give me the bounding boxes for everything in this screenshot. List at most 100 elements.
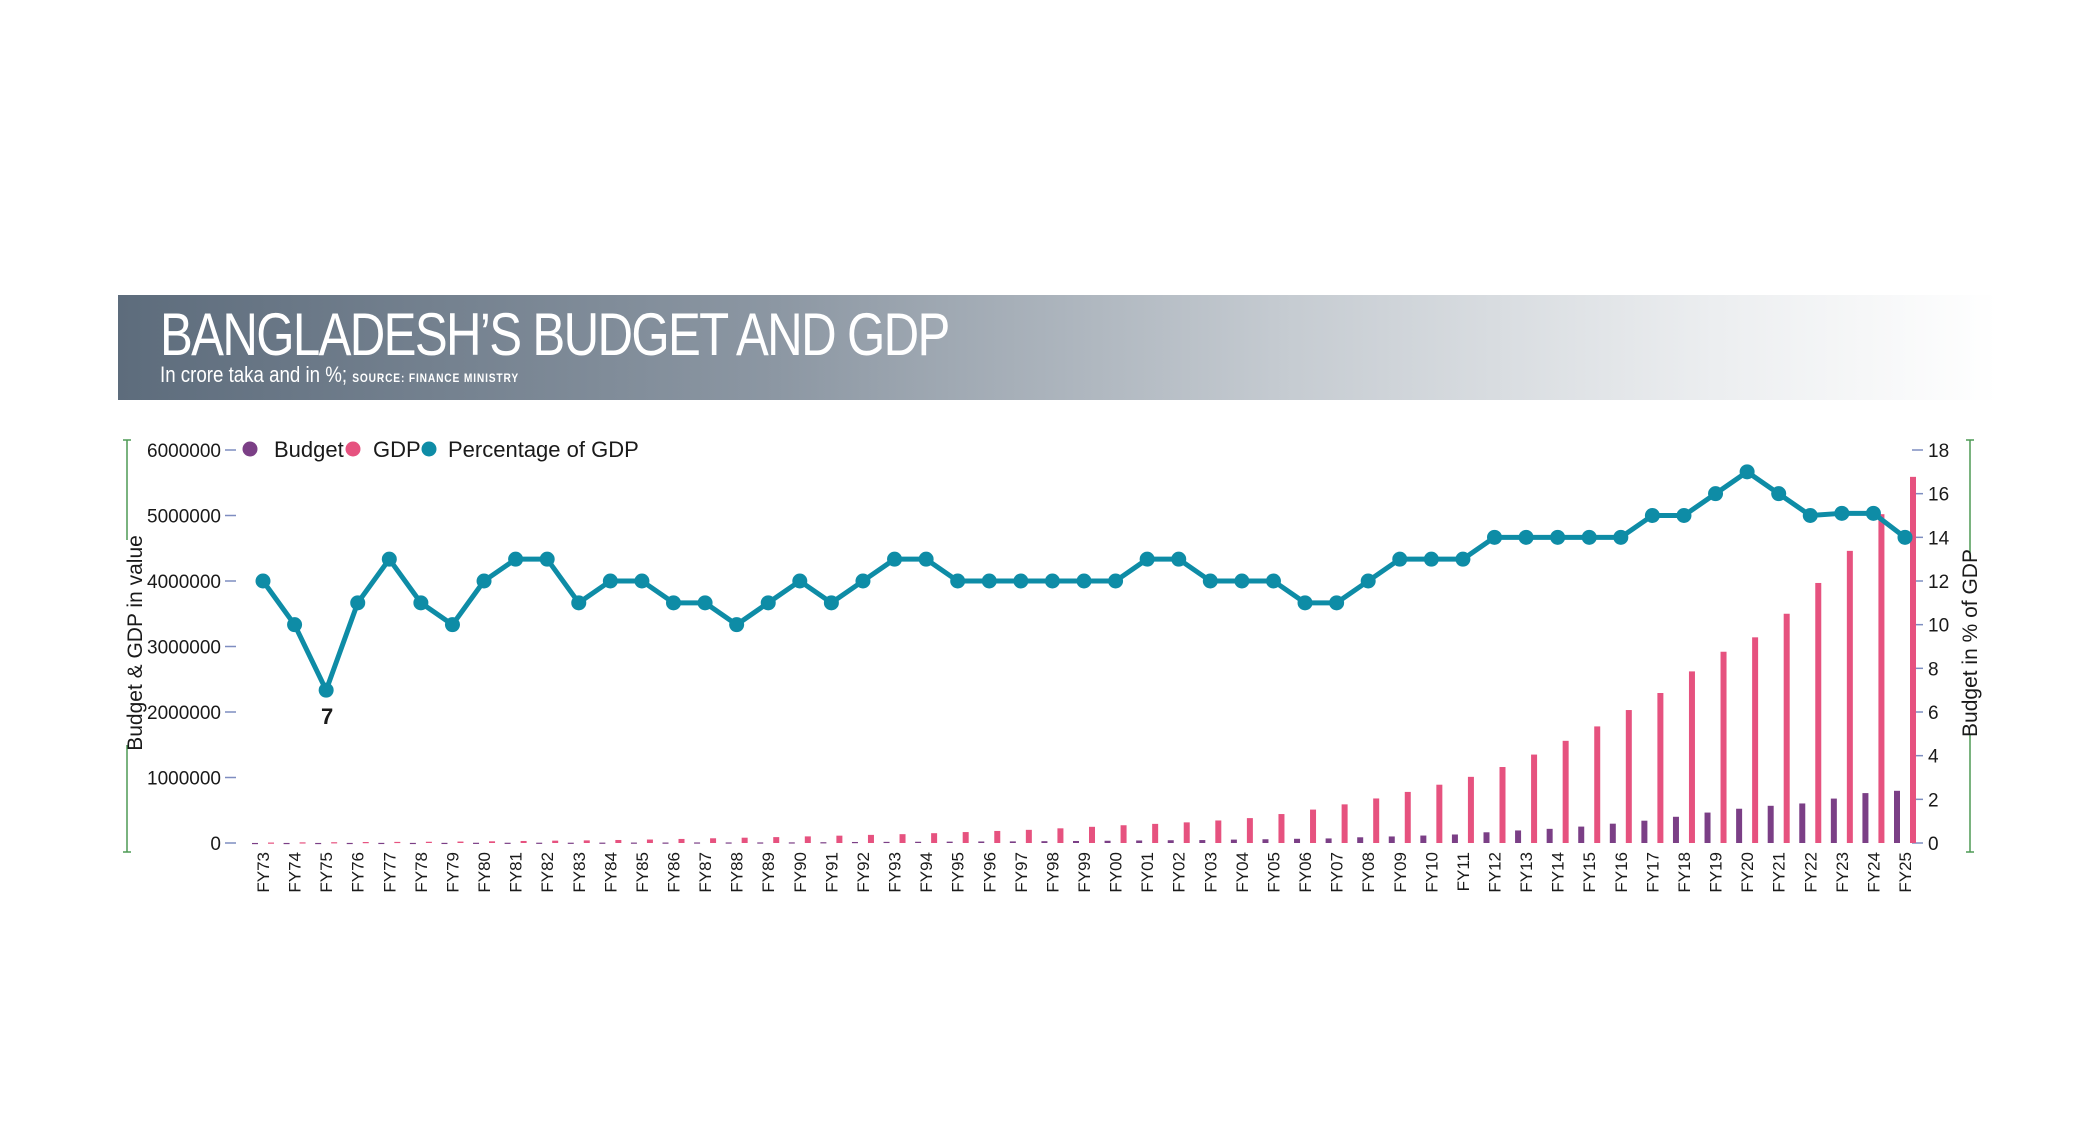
gdp-bar <box>552 840 559 843</box>
gdp-bar <box>299 842 306 844</box>
x-tick-label: FY25 <box>1896 852 1915 893</box>
gdp-bar <box>646 839 653 843</box>
y-axis-title: Budget & GDP in value <box>124 535 147 751</box>
percentage-point <box>1644 508 1660 523</box>
x-tick-label: FY00 <box>1107 852 1126 893</box>
budget-bar <box>1609 823 1616 843</box>
left-axis-label-bg <box>117 540 139 745</box>
chart-title: BANGLADESH’S BUDGET AND GDP <box>160 301 950 368</box>
budget-bar <box>1167 840 1174 843</box>
subtitle-text: In crore taka and in %; <box>160 362 348 387</box>
x-tick-label: FY12 <box>1486 852 1505 893</box>
y2-tick-label: 16 <box>1928 485 1949 506</box>
budget-bar <box>1199 840 1206 843</box>
budget-bar <box>1451 834 1458 843</box>
budget-bar <box>915 841 922 843</box>
x-tick-label: FY77 <box>380 852 399 893</box>
gdp-bar <box>1025 829 1032 843</box>
budget-bar <box>1041 841 1048 843</box>
budget-bar <box>599 842 606 844</box>
bar-series <box>252 476 1916 845</box>
x-tick-label: FY23 <box>1833 852 1852 893</box>
percentage-point <box>255 573 271 589</box>
x-tick-label: FY97 <box>1012 852 1031 893</box>
x-tick-label: FY85 <box>633 852 652 893</box>
gdp-bar <box>457 841 464 843</box>
gdp-bar <box>1815 582 1822 843</box>
gdp-bar <box>520 840 527 843</box>
gdp-bar <box>331 842 338 844</box>
x-tick-label: FY04 <box>1233 852 1252 893</box>
y2-axis-title: Budget in % of GDP <box>1959 549 1982 737</box>
x-tick-label: FY08 <box>1359 852 1378 893</box>
budget-bar <box>1483 832 1490 843</box>
gdp-bar <box>899 834 906 843</box>
percentage-point <box>981 573 997 589</box>
gdp-bar <box>583 840 590 843</box>
gdp-bar <box>1373 798 1380 843</box>
x-tick-label: FY05 <box>1264 852 1283 893</box>
gdp-bar <box>1688 671 1695 843</box>
y-tick-label: 2000000 <box>147 703 221 724</box>
budget-bar <box>630 842 637 844</box>
percentage-point <box>1550 529 1566 545</box>
gdp-bar <box>1878 514 1885 843</box>
x-tick-label: FY19 <box>1707 852 1726 893</box>
gdp-bar <box>394 841 401 844</box>
gdp-bar <box>268 842 274 844</box>
x-tick-label: FY90 <box>791 852 810 893</box>
budget-bar <box>1136 840 1143 843</box>
y-tick-label: 5000000 <box>147 507 221 528</box>
budget-bar <box>1073 840 1079 843</box>
budget-bar <box>694 842 701 844</box>
y-tick-label: 4000000 <box>147 572 221 593</box>
percentage-point <box>1802 508 1818 523</box>
percentage-point <box>1834 505 1850 521</box>
x-tick-label: FY99 <box>1075 852 1094 893</box>
x-tick-label: FY76 <box>349 852 368 893</box>
y2-tick-label: 12 <box>1928 572 1949 593</box>
percentage-point <box>1076 573 1092 589</box>
budget-bar <box>946 841 953 843</box>
gdp-bar <box>425 841 432 843</box>
gdp-bar <box>804 836 811 843</box>
budget-bar <box>378 842 385 845</box>
gdp-bar <box>1120 825 1127 843</box>
gdp-bar <box>1183 822 1190 843</box>
percentage-point <box>1487 529 1502 545</box>
gdp-bar <box>1625 710 1632 843</box>
x-tick-label: FY78 <box>412 852 431 893</box>
percentage-point <box>1329 595 1345 611</box>
x-tick-label: FY16 <box>1612 852 1631 893</box>
legend-swatch <box>421 441 437 457</box>
gdp-bar <box>1657 693 1664 843</box>
percentage-point <box>539 551 555 567</box>
right-axis: 0 2 4 6 8 10 12 14 16 18 Budget in % of GDP <box>1912 439 1982 855</box>
budget-bar <box>1830 798 1837 843</box>
gdp-bar <box>1783 613 1790 843</box>
legend-label: Budget <box>274 437 344 462</box>
budget-bar <box>346 842 353 845</box>
chart-subtitle: In crore taka and in %; SOURCE: FINANCE M… <box>160 361 519 392</box>
percentage-point <box>760 595 776 611</box>
gdp-bar <box>1846 550 1853 843</box>
percentage-point <box>381 551 397 567</box>
budget-bar <box>883 841 890 844</box>
percentage-point <box>1044 573 1060 589</box>
x-tick-label: FY20 <box>1738 852 1757 893</box>
gdp-bar <box>362 842 369 844</box>
percentage-point <box>1676 508 1692 523</box>
gdp-bar <box>1562 740 1569 843</box>
percentage-point <box>571 595 587 611</box>
budget-bar <box>1009 841 1016 843</box>
budget-bar <box>1578 826 1585 843</box>
x-tick-label: FY95 <box>949 852 968 893</box>
x-tick-label: FY74 <box>286 852 305 893</box>
y2-tick-label: 2 <box>1928 790 1939 811</box>
budget-bar <box>978 841 985 843</box>
gdp-bar <box>962 832 969 843</box>
x-tick-label: FY81 <box>507 852 526 893</box>
x-tick-label: FY06 <box>1296 852 1315 893</box>
y2-tick-label: 6 <box>1928 703 1939 724</box>
